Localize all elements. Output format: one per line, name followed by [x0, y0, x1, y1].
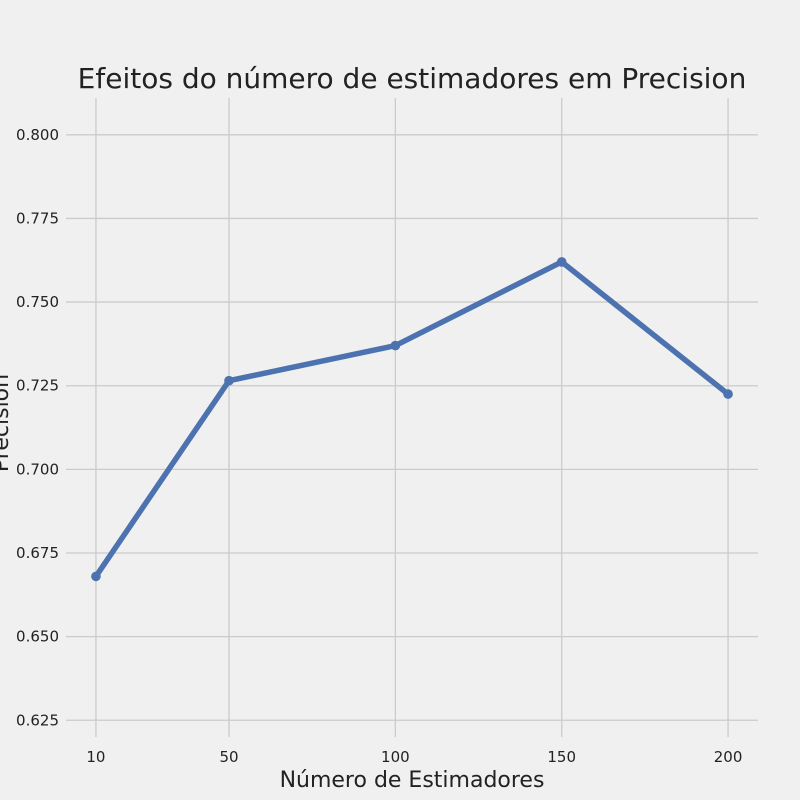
y-tick-label: 0.775: [16, 209, 59, 227]
series-layer: [91, 257, 733, 582]
x-tick-label: 50: [219, 748, 238, 766]
y-tick-label: 0.675: [16, 544, 59, 562]
y-tick-label: 0.750: [16, 293, 59, 311]
x-tick-label: 10: [86, 748, 105, 766]
x-tick-label: 200: [714, 748, 743, 766]
x-axis-label: Número de Estimadores: [280, 768, 545, 793]
y-tick-label: 0.650: [16, 628, 59, 646]
y-tick-label: 0.800: [16, 126, 59, 144]
x-tick-label: 150: [547, 748, 576, 766]
data-point: [224, 375, 234, 386]
x-tick-label: 100: [381, 748, 410, 766]
x-tick-labels: 10 50 100 150 200: [86, 748, 742, 766]
y-tick-labels: 0.625 0.650 0.675 0.700 0.725 0.750 0.775 0.800: [16, 126, 59, 729]
data-point: [91, 571, 101, 582]
y-tick-label: 0.725: [16, 377, 59, 395]
y-tick-label: 0.700: [16, 460, 59, 478]
chart-title: Efeitos do número de estimadores em Prec…: [78, 62, 747, 95]
data-point: [556, 257, 567, 267]
y-gridlines: [66, 134, 758, 721]
x-gridlines: [95, 98, 729, 737]
data-point: [390, 340, 401, 351]
series-line: [93, 259, 731, 580]
data-point: [723, 389, 733, 399]
y-tick-label: 0.625: [16, 711, 59, 729]
y-axis-label: Precision: [0, 374, 14, 472]
